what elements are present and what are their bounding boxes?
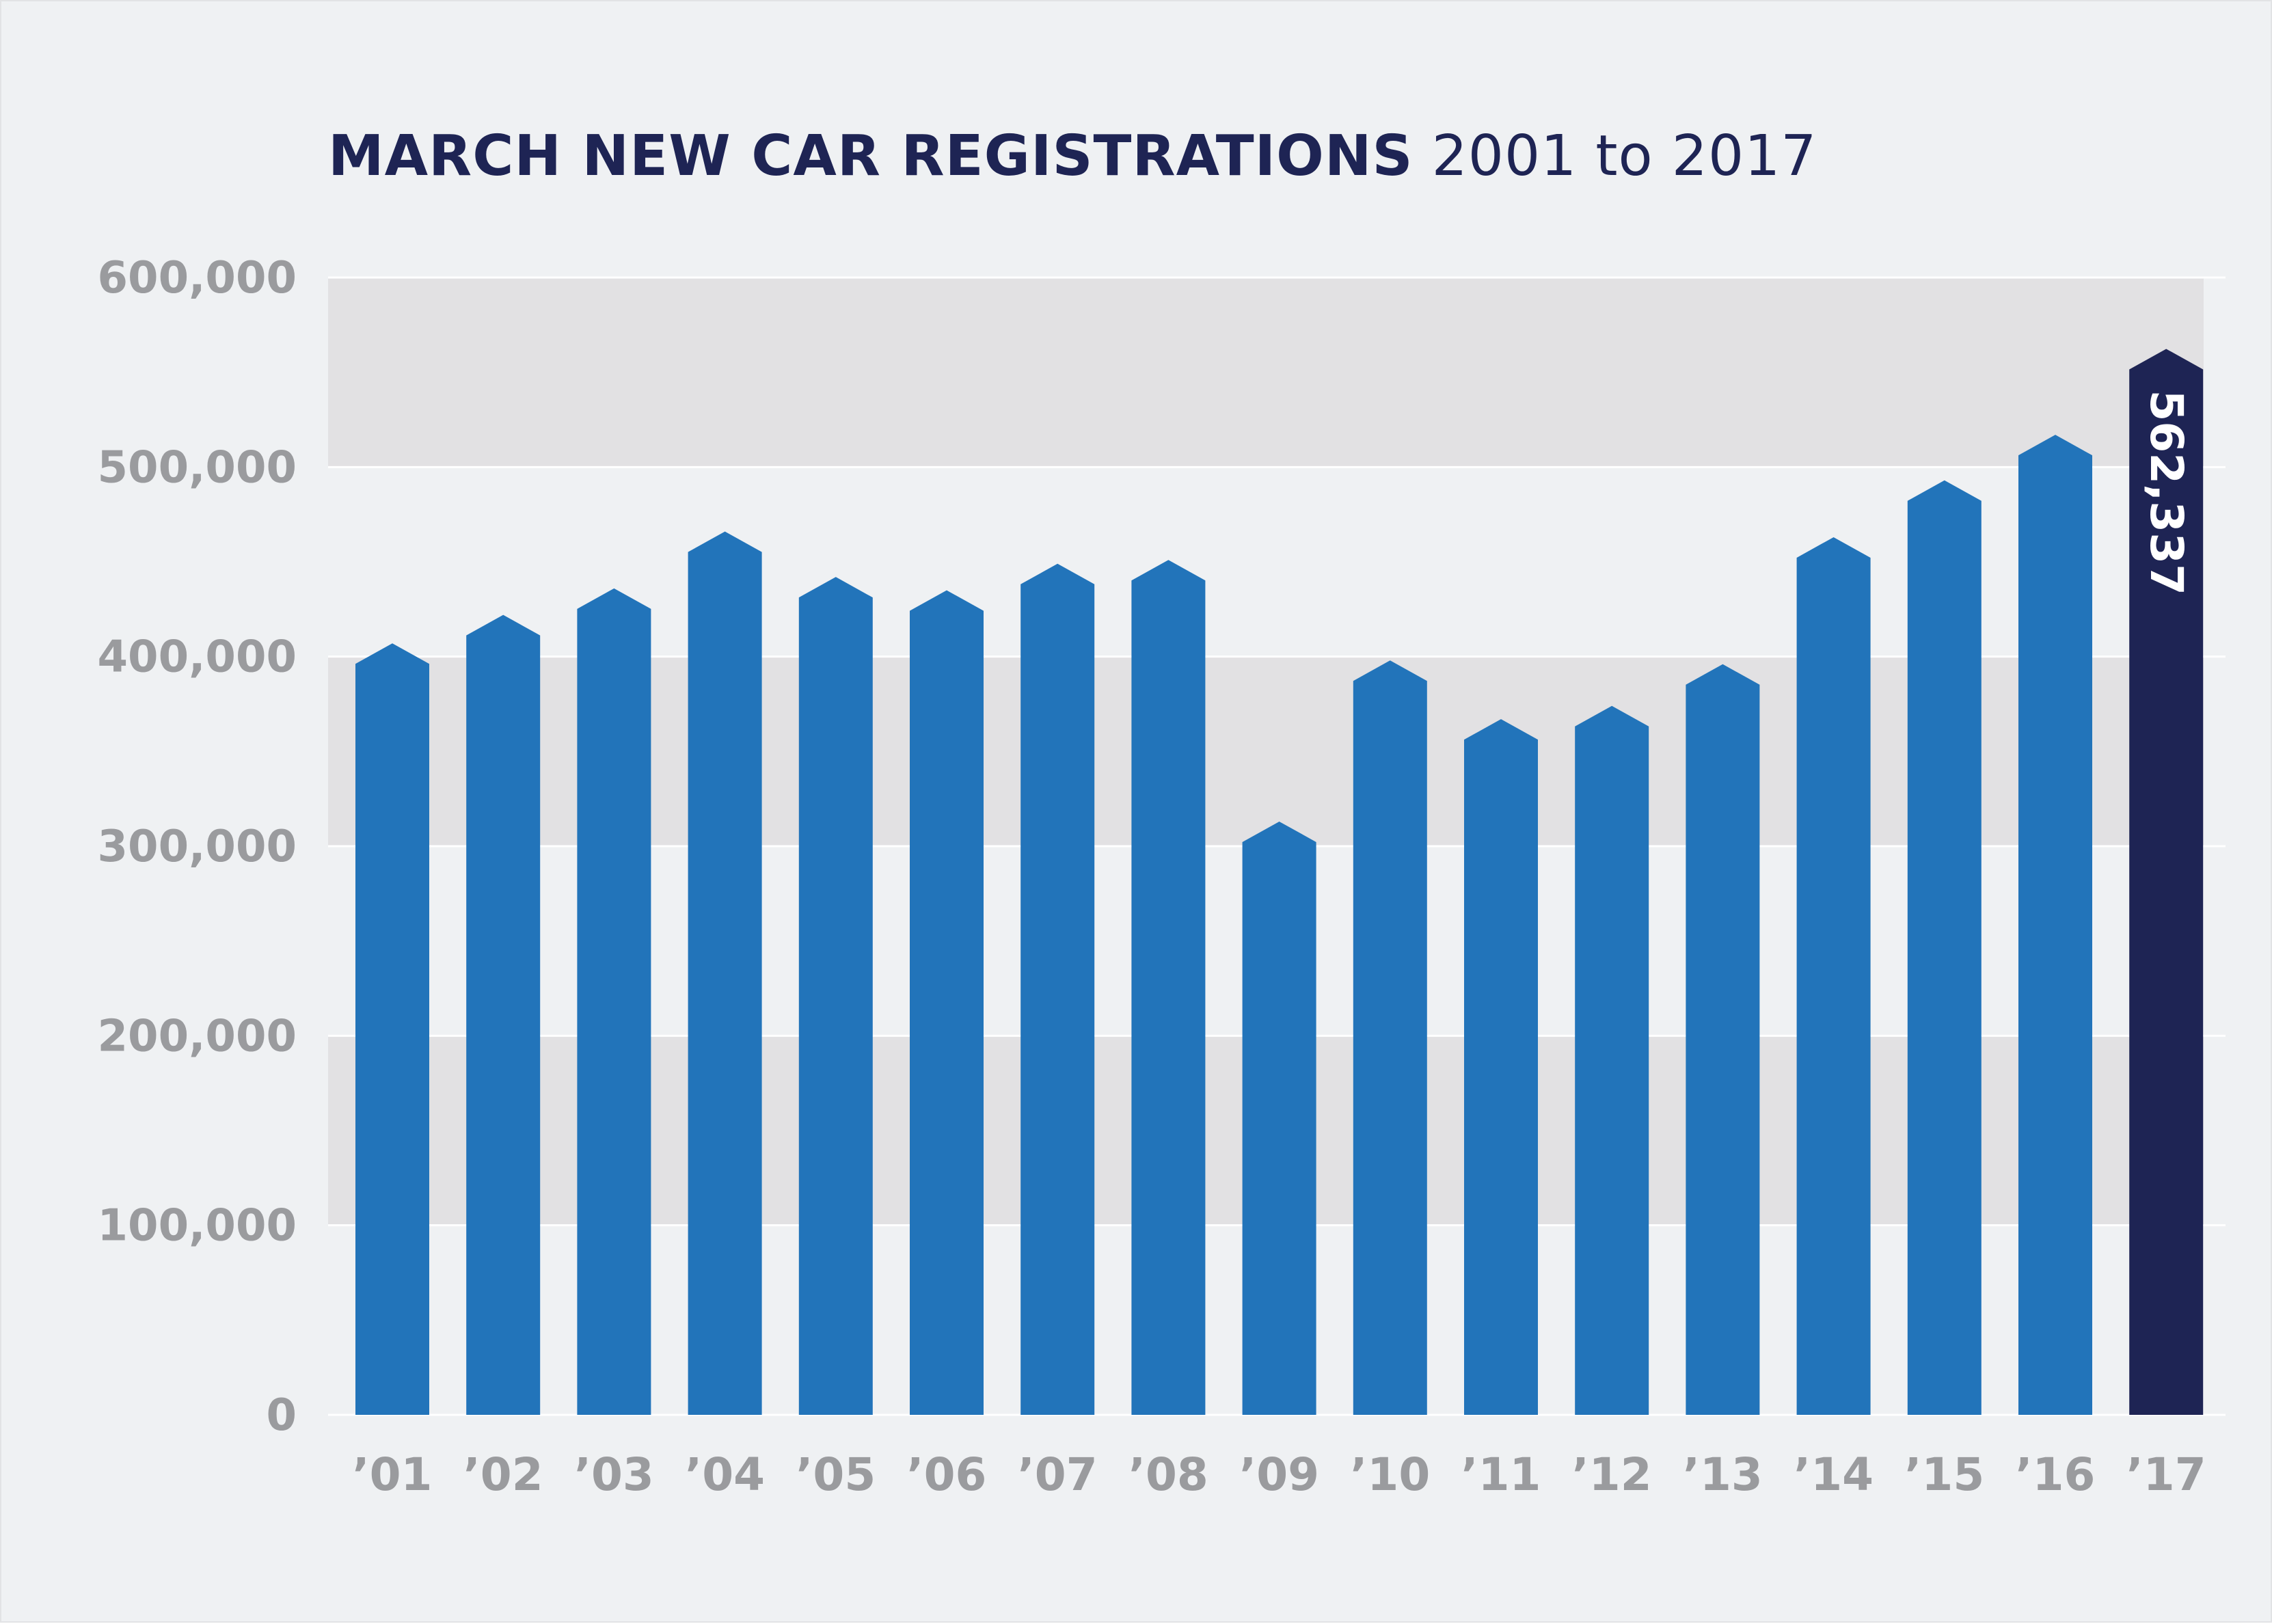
y-tick-label: 600,000 [98,253,297,303]
x-tick-label: ’16 [2016,1448,2096,1501]
bar-11 [1464,719,1538,1415]
x-tick-label: ’03 [574,1448,654,1501]
bar-03 [577,588,651,1415]
bar-07 [1020,563,1095,1415]
bar-10 [1353,660,1427,1415]
bar-08 [1131,560,1206,1415]
bar-16 [2018,435,2092,1415]
y-tick-label: 100,000 [98,1201,297,1251]
x-tick-label: ’05 [796,1448,876,1501]
chart-title-bold: MARCH NEW CAR REGISTRATIONS [328,124,1414,189]
x-tick-label: ’01 [353,1448,433,1501]
bar-06 [910,590,984,1415]
x-tick-label: ’12 [1572,1448,1652,1501]
bar-12 [1575,705,1649,1415]
x-tick-label: ’17 [2126,1448,2206,1501]
x-tick-label: ’04 [685,1448,765,1501]
value-label: 562,337 [2140,390,2193,595]
x-tick-label: ’08 [1128,1448,1208,1501]
x-axis: ’01 ’02 ’03 ’04 ’05 ’06 ’07 ’08 ’09 ’10 ’11 ’12 ’13 ’… [353,1448,2206,1501]
y-tick-label: 400,000 [98,632,297,683]
y-axis: 0 100,000 200,000 300,000 400,000 500,000 600,… [98,253,297,1441]
grid-band [328,278,2204,468]
bars [355,349,2204,1416]
x-tick-label: ’13 [1683,1448,1763,1501]
bar-01 [355,643,429,1415]
y-tick-label: 200,000 [98,1011,297,1061]
y-tick-label: 300,000 [98,822,297,872]
bar-13 [1686,664,1760,1415]
chart-title: MARCH NEW CAR REGISTRATIONS 2001 to 2017 [328,119,1817,194]
x-tick-label: ’15 [1904,1448,1984,1501]
bar-17 [2129,349,2204,1416]
x-tick-label: ’02 [463,1448,543,1501]
y-tick-label: 0 [266,1390,297,1441]
x-tick-label: ’06 [907,1448,987,1501]
bar-05 [798,577,873,1415]
bar-15 [1907,480,1982,1416]
x-tick-label: ’10 [1350,1448,1430,1501]
bar-04 [688,531,762,1415]
chart-title-light: 2001 to 2017 [1431,124,1817,189]
x-tick-label: ’11 [1461,1448,1541,1501]
x-tick-label: ’07 [1018,1448,1098,1501]
bar-14 [1796,537,1871,1415]
bar-09 [1242,821,1316,1415]
bar-02 [466,614,541,1415]
y-tick-label: 500,000 [98,442,297,493]
x-tick-label: ’09 [1239,1448,1319,1501]
value-labels: 562,337 [2140,390,2193,595]
x-tick-label: ’14 [1794,1448,1874,1501]
